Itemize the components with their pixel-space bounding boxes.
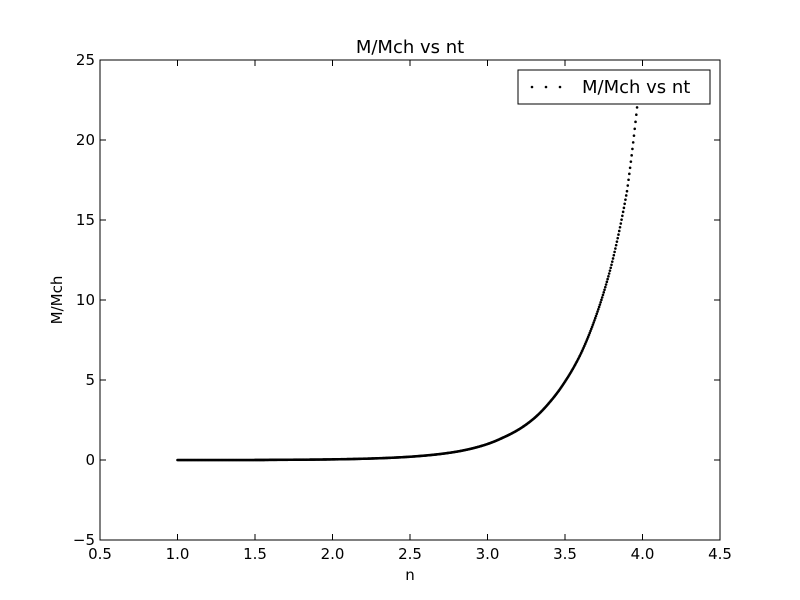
data-point (593, 316, 597, 320)
data-point (596, 310, 599, 313)
data-point (635, 106, 639, 109)
x-tick-label: 0.5 (88, 545, 112, 563)
data-point (605, 280, 609, 284)
legend: M/Mch vs nt (517, 69, 711, 105)
data-point (617, 233, 620, 236)
data-point (628, 166, 632, 170)
data-point (604, 283, 608, 286)
y-axis: −5 0 5 10 15 20 25 (73, 51, 720, 549)
x-tick-label: 3.0 (476, 545, 500, 563)
data-point (614, 247, 617, 250)
data-point (624, 194, 628, 197)
data-point (633, 127, 637, 131)
y-tick-label: 15 (76, 211, 95, 229)
data-point (612, 253, 616, 257)
legend-entry-label: M/Mch vs nt (582, 77, 690, 98)
data-point (629, 160, 633, 163)
data-point (610, 260, 614, 263)
y-tick-label: 10 (76, 291, 95, 309)
x-tick-label: 4.0 (631, 545, 655, 563)
data-point (631, 141, 635, 144)
data-point (606, 277, 609, 281)
legend-marker-dot (530, 85, 534, 89)
plot-area (176, 98, 640, 462)
data-point (630, 154, 633, 157)
data-point (598, 303, 602, 306)
x-tick-label: 1.0 (166, 545, 190, 563)
data-point (622, 206, 626, 210)
data-point (619, 222, 623, 225)
y-tick-label: 0 (85, 451, 95, 469)
data-point (626, 184, 630, 187)
data-point (593, 319, 596, 322)
data-point (592, 321, 595, 324)
data-point (597, 307, 600, 311)
data-point (591, 323, 595, 326)
data-point (607, 275, 610, 278)
chart-title: M/Mch vs nt (356, 37, 464, 58)
data-point (594, 314, 598, 318)
data-point (621, 214, 624, 218)
data-point (610, 263, 613, 267)
data-point (602, 291, 606, 294)
data-point (627, 178, 630, 182)
y-tick-label: 25 (76, 51, 95, 69)
y-tick-label: 5 (85, 371, 95, 389)
data-point (608, 269, 612, 272)
data-point (628, 172, 631, 176)
plot-frame (99, 59, 721, 541)
data-point (631, 147, 634, 151)
y-tick-label: −5 (73, 531, 95, 549)
legend-marker-dot (544, 85, 548, 89)
y-tick-label: 20 (76, 131, 95, 149)
data-point (635, 113, 638, 117)
data-point (599, 300, 602, 304)
data-point (600, 298, 603, 302)
data-point (604, 285, 607, 289)
data-point (620, 218, 623, 221)
data-point (624, 198, 627, 201)
x-tick-label: 2.5 (398, 545, 422, 563)
legend-marker-dot (558, 85, 562, 89)
x-axis: 0.5 1.0 1.5 2.0 2.5 3.0 3.5 4.0 4.5 (88, 60, 732, 563)
data-point (588, 331, 592, 335)
data-point (595, 312, 599, 316)
data-point (632, 134, 636, 137)
data-point (587, 333, 591, 337)
data-point (615, 240, 619, 243)
x-tick-label: 2.0 (321, 545, 345, 563)
data-point (611, 257, 615, 260)
data-point (616, 236, 619, 240)
data-point (600, 296, 604, 299)
legend-box (517, 69, 711, 105)
x-axis-label: n (405, 566, 415, 584)
data-point (609, 266, 613, 270)
data-point (617, 229, 621, 233)
data-point (634, 120, 637, 124)
data-point (603, 288, 606, 292)
data-point (621, 210, 625, 214)
data-point (601, 293, 605, 297)
x-tick-label: 3.5 (553, 545, 577, 563)
data-point (614, 243, 618, 247)
data-point (590, 327, 593, 331)
x-tick-label: 1.5 (243, 545, 267, 563)
data-point (625, 189, 629, 193)
data-point (607, 272, 611, 275)
data-point (589, 329, 592, 333)
data-point (613, 250, 616, 254)
y-axis-label: M/Mch (48, 276, 66, 325)
data-point (618, 225, 622, 229)
data-point (597, 305, 601, 309)
data-point (590, 325, 594, 329)
x-tick-label: 4.5 (708, 545, 732, 563)
data-point (623, 202, 626, 206)
